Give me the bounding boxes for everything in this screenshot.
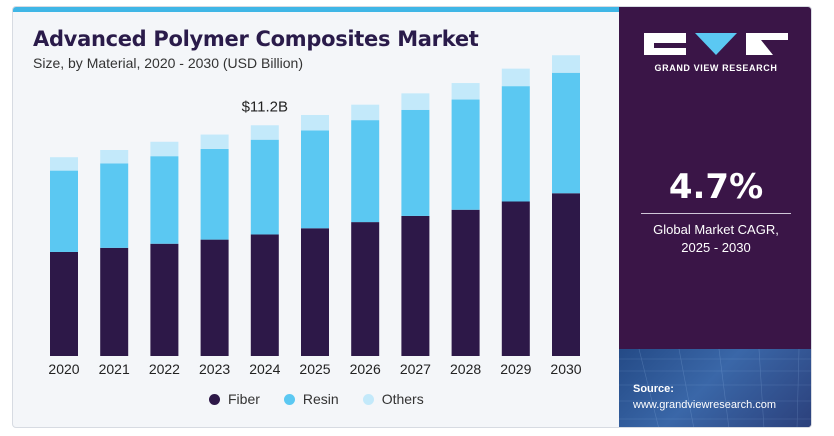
legend-item-others: Others — [362, 391, 424, 407]
bar-fiber-2027 — [401, 215, 430, 356]
bar-resin-2025 — [301, 130, 329, 229]
stacked-bar-chart: 2020 2021 2022 2023 2024 2025 2026 2027 2028 2029… — [48, 55, 582, 377]
x-tick-label-2021: 2021 — [99, 361, 130, 377]
bar-others-2022 — [150, 141, 179, 157]
cagr-value: 4.7% — [668, 167, 764, 207]
x-tick-label-2027: 2027 — [400, 361, 431, 377]
legend-label-others: Others — [381, 391, 424, 407]
bar-fiber-2029 — [501, 201, 530, 356]
bar-others-2020 — [50, 157, 78, 171]
bar-others-2025 — [301, 114, 329, 131]
x-tick-label-2028: 2028 — [450, 361, 481, 377]
x-tick-label-2025: 2025 — [299, 361, 330, 377]
legend-label-resin: Resin — [302, 391, 339, 407]
cagr-label-line1: Global Market CAGR, — [653, 222, 779, 237]
bar-fiber-2024 — [250, 234, 279, 356]
bar-others-2029 — [501, 68, 530, 87]
legend-swatch-fiber — [209, 393, 220, 405]
chart-card: Advanced Polymer Composites Market Size,… — [12, 6, 812, 428]
bar-fiber-2023 — [200, 239, 229, 356]
bar-others-2030 — [552, 55, 580, 73]
chart-panel: Advanced Polymer Composites Market Size,… — [13, 7, 619, 427]
bar-fiber-2030 — [552, 193, 580, 356]
chart-title: Advanced Polymer Composites Market — [33, 27, 479, 51]
bar-fiber-2022 — [150, 243, 179, 356]
brand-name: GRAND VIEW RESEARCH — [654, 63, 778, 73]
x-tick-label-2023: 2023 — [199, 361, 230, 377]
legend-swatch-resin — [283, 393, 295, 405]
bar-fiber-2021 — [100, 247, 129, 356]
bar-resin-2024 — [250, 139, 279, 235]
chart-legend: Fiber Resin Others — [209, 391, 424, 407]
bar-resin-2022 — [150, 156, 179, 244]
bar-resin-2030 — [552, 72, 580, 194]
x-tick-label-2024: 2024 — [249, 361, 280, 377]
bar-others-2023 — [200, 134, 229, 149]
bar-others-2024 — [250, 125, 279, 140]
bar-fiber-2026 — [351, 222, 380, 356]
legend-swatch-others — [362, 393, 374, 405]
x-tick-label-2020: 2020 — [48, 361, 79, 377]
source-band: Source: www.grandviewresearch.com — [619, 349, 811, 427]
bar-fiber-2020 — [50, 251, 78, 356]
bar-others-2026 — [351, 104, 380, 121]
bar-resin-2021 — [100, 163, 129, 248]
annotation-label: $11.2B — [242, 98, 288, 115]
grand-view-research-logo — [644, 33, 788, 55]
legend-item-resin: Resin — [283, 391, 339, 407]
bar-fiber-2025 — [301, 228, 329, 356]
legend-item-fiber: Fiber — [209, 391, 260, 407]
accent-bar — [13, 7, 619, 12]
bar-resin-2026 — [351, 120, 380, 223]
cagr-label: Global Market CAGR, 2025 - 2030 — [619, 221, 811, 257]
bar-fiber-2028 — [451, 209, 480, 356]
x-tick-label-2030: 2030 — [550, 361, 581, 377]
bar-resin-2020 — [50, 170, 78, 252]
source-label: Source: — [633, 383, 674, 395]
info-panel: GRAND VIEW RESEARCH 4.7% Global Market C… — [619, 7, 811, 427]
decorative-grid — [619, 349, 811, 427]
chart-subtitle: Size, by Material, 2020 - 2030 (USD Bill… — [33, 55, 304, 71]
x-tick-label-2022: 2022 — [149, 361, 180, 377]
legend-label-fiber: Fiber — [228, 391, 260, 407]
bar-others-2028 — [451, 83, 480, 100]
bar-others-2021 — [100, 150, 129, 164]
source-url[interactable]: www.grandviewresearch.com — [633, 399, 777, 411]
bar-resin-2027 — [401, 109, 430, 216]
bar-resin-2023 — [200, 148, 229, 240]
cagr-divider — [641, 213, 791, 214]
bar-resin-2029 — [501, 86, 530, 202]
bar-others-2027 — [401, 93, 430, 110]
cagr-label-line2: 2025 - 2030 — [681, 240, 751, 255]
bar-resin-2028 — [451, 99, 480, 210]
x-tick-label-2026: 2026 — [350, 361, 381, 377]
x-tick-label-2029: 2029 — [500, 361, 531, 377]
